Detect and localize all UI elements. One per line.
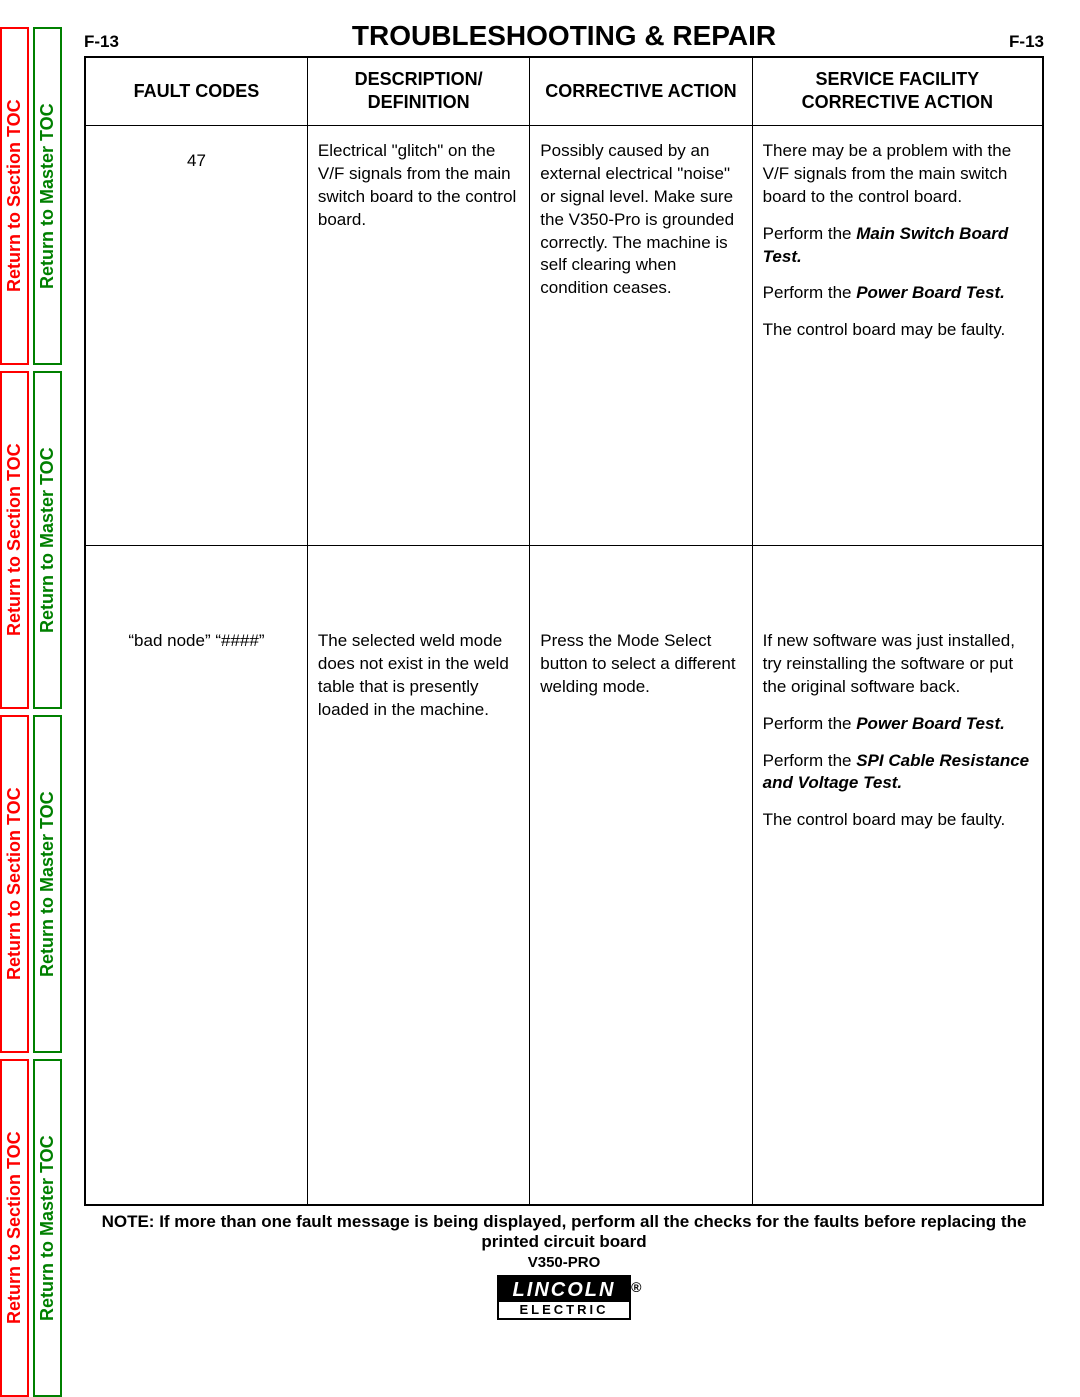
logo-top: LINCOLN ® [499,1277,630,1302]
lincoln-logo: LINCOLN ® ELECTRIC [497,1275,632,1320]
header-corr: CORRECTIVE ACTION [530,57,752,125]
svc-text: Perform the SPI Cable Resistance and Vol… [763,750,1032,796]
return-master-toc-link[interactable]: Return to Master TOC [33,1059,62,1397]
table-row: 47 Electrical "glitch" on the V/F signal… [85,125,1043,545]
table-row: “bad node” “####” The selected weld mode… [85,545,1043,1205]
svc-text: There may be a problem with the V/F sign… [763,140,1032,209]
return-master-toc-link[interactable]: Return to Master TOC [33,371,62,709]
note-line: NOTE: If more than one fault message is … [84,1212,1044,1252]
svc-text: The control board may be faulty. [763,809,1032,832]
return-section-toc-link[interactable]: Return to Section TOC [0,27,29,365]
note-body: If more than one fault message is being … [159,1212,1026,1251]
cell-desc: The selected weld mode does not exist in… [307,545,529,1205]
page-title: TROUBLESHOOTING & REPAIR [119,20,1009,52]
registered-icon: ® [631,1279,643,1295]
svc-text: Perform the Power Board Test. [763,282,1032,305]
svc-text: Perform the Power Board Test. [763,713,1032,736]
cell-corr: Press the Mode Select button to select a… [530,545,752,1205]
header-row: F-13 TROUBLESHOOTING & REPAIR F-13 [84,20,1044,52]
fault-codes-table: FAULT CODES DESCRIPTION/ DEFINITION CORR… [84,56,1044,1206]
svc-text: The control board may be faulty. [763,319,1032,342]
return-section-toc-link[interactable]: Return to Section TOC [0,371,29,709]
svc-text: Perform the Main Switch Board Test. [763,223,1032,269]
master-toc-column: Return to Master TOC Return to Master TO… [33,0,62,1397]
return-master-toc-link[interactable]: Return to Master TOC [33,715,62,1053]
page-content: F-13 TROUBLESHOOTING & REPAIR F-13 FAULT… [84,20,1044,1320]
cell-svc: There may be a problem with the V/F sign… [752,125,1043,545]
model-line: V350-PRO [84,1254,1044,1271]
cell-fault: 47 [85,125,307,545]
cell-fault: “bad node” “####” [85,545,307,1205]
side-nav-bars: Return to Section TOC Return to Section … [0,0,66,1397]
cell-corr: Possibly caused by an external electrica… [530,125,752,545]
page-ref-left: F-13 [84,32,119,52]
page-ref-right: F-13 [1009,32,1044,52]
logo-wrap: LINCOLN ® ELECTRIC [84,1275,1044,1320]
header-fault: FAULT CODES [85,57,307,125]
table-header-row: FAULT CODES DESCRIPTION/ DEFINITION CORR… [85,57,1043,125]
note-label: NOTE: [102,1212,155,1231]
return-master-toc-link[interactable]: Return to Master TOC [33,27,62,365]
cell-svc: If new software was just installed, try … [752,545,1043,1205]
header-svc: SERVICE FACILITY CORRECTIVE ACTION [752,57,1043,125]
section-toc-column: Return to Section TOC Return to Section … [0,0,29,1397]
cell-desc: Electrical "glitch" on the V/F signals f… [307,125,529,545]
header-desc: DESCRIPTION/ DEFINITION [307,57,529,125]
return-section-toc-link[interactable]: Return to Section TOC [0,715,29,1053]
logo-bottom: ELECTRIC [499,1302,630,1318]
return-section-toc-link[interactable]: Return to Section TOC [0,1059,29,1397]
svc-text: If new software was just installed, try … [763,630,1032,699]
